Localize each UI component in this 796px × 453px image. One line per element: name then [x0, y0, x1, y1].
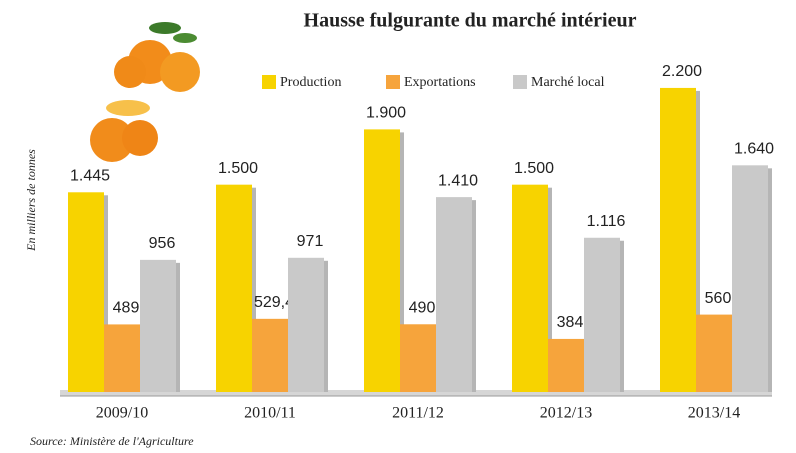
x-tick-label: 2013/14: [688, 405, 740, 422]
bar: [216, 185, 252, 392]
value-label: 1.445: [70, 167, 110, 184]
value-label: 956: [149, 235, 176, 252]
value-label: 1.116: [587, 213, 626, 230]
chart: Hausse fulgurante du marché intérieur En…: [0, 0, 796, 453]
legend-swatch: [262, 75, 276, 89]
bar: [436, 197, 472, 392]
legend-label: Marché local: [531, 75, 605, 90]
x-tick-label: 2012/13: [540, 405, 592, 422]
legend-swatch: [513, 75, 527, 89]
bar: [584, 238, 620, 392]
bar: [548, 339, 584, 392]
legend-label: Production: [280, 75, 341, 90]
page: Hausse fulgurante du marché intérieur En…: [0, 0, 796, 453]
x-tick-label: 2009/10: [96, 405, 148, 422]
bar: [732, 165, 768, 392]
y-axis-label: En milliers de tonnes: [24, 149, 38, 252]
value-label: 1.900: [366, 105, 406, 122]
x-tick-label: 2010/11: [244, 405, 296, 422]
source: Source: Ministère de l'Agriculture: [30, 434, 194, 448]
bar: [660, 88, 696, 392]
value-label: 1.640: [734, 141, 774, 158]
value-label: 971: [297, 233, 324, 250]
bar: [252, 319, 288, 392]
value-label: 489: [113, 300, 140, 317]
legend-swatch: [386, 75, 400, 89]
value-label: 560: [705, 290, 732, 307]
bar: [364, 129, 400, 392]
bar: [104, 324, 140, 392]
bar: [512, 185, 548, 392]
x-tick-label: 2011/12: [392, 405, 444, 422]
bar: [400, 324, 436, 392]
value-label: 1.410: [438, 172, 478, 189]
bar: [696, 315, 732, 392]
bar: [288, 258, 324, 392]
bar: [140, 260, 176, 392]
value-label: 1.500: [218, 160, 258, 177]
value-label: 490: [409, 299, 436, 316]
chart-title: Hausse fulgurante du marché intérieur: [304, 10, 637, 32]
oranges-illustration: [90, 22, 200, 162]
value-label: 1.500: [514, 160, 554, 177]
value-label: 384: [557, 314, 584, 331]
value-label: 2.200: [662, 63, 702, 80]
legend-label: Exportations: [404, 75, 476, 90]
bar: [68, 192, 104, 392]
